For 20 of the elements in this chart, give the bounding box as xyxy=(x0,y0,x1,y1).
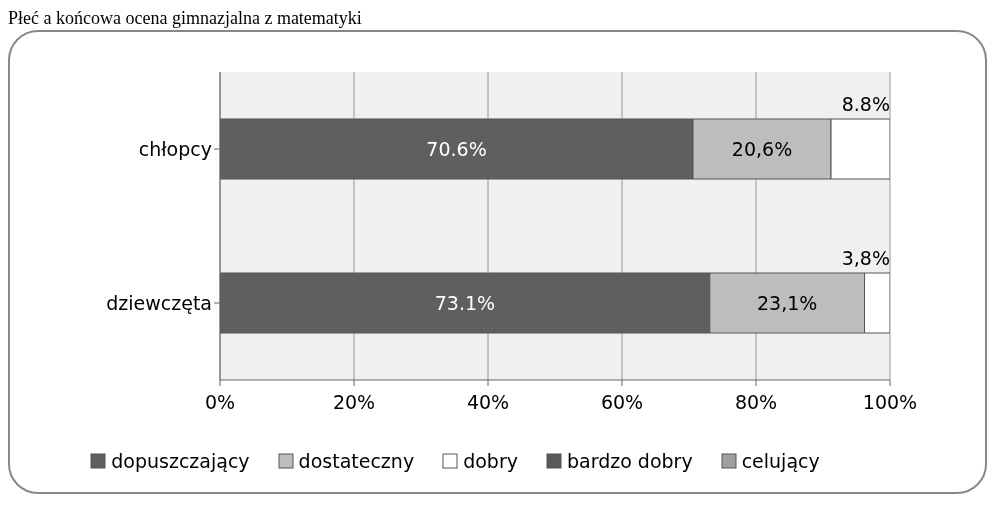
x-tick-label: 0% xyxy=(204,391,236,414)
legend-label: bardzo dobry xyxy=(566,450,693,472)
data-label: 20,6% xyxy=(731,138,793,160)
data-label: 23,1% xyxy=(756,292,818,314)
y-tick-label: chłopcy xyxy=(138,137,212,160)
data-label: 8.8% xyxy=(841,93,890,115)
legend-label: dobry xyxy=(463,450,518,472)
x-tick-label: 80% xyxy=(734,391,778,414)
legend-label: dopuszczający xyxy=(111,450,250,472)
x-tick-label: 60% xyxy=(600,391,644,414)
data-label: 3,8% xyxy=(841,247,890,269)
chart-title: Płeć a końcowa ocena gimnazjalna z matematyki xyxy=(8,8,363,30)
data-label: 73.1% xyxy=(434,292,496,314)
x-tick-label: 20% xyxy=(332,391,376,414)
x-tick-label: 100% xyxy=(862,391,918,414)
x-tick-label: 40% xyxy=(466,391,510,414)
legend-label: celujący xyxy=(741,450,820,472)
data-label: 70.6% xyxy=(426,138,487,160)
legend-label: dostateczny xyxy=(298,450,415,472)
y-tick-label: dziewczęta xyxy=(106,291,212,314)
